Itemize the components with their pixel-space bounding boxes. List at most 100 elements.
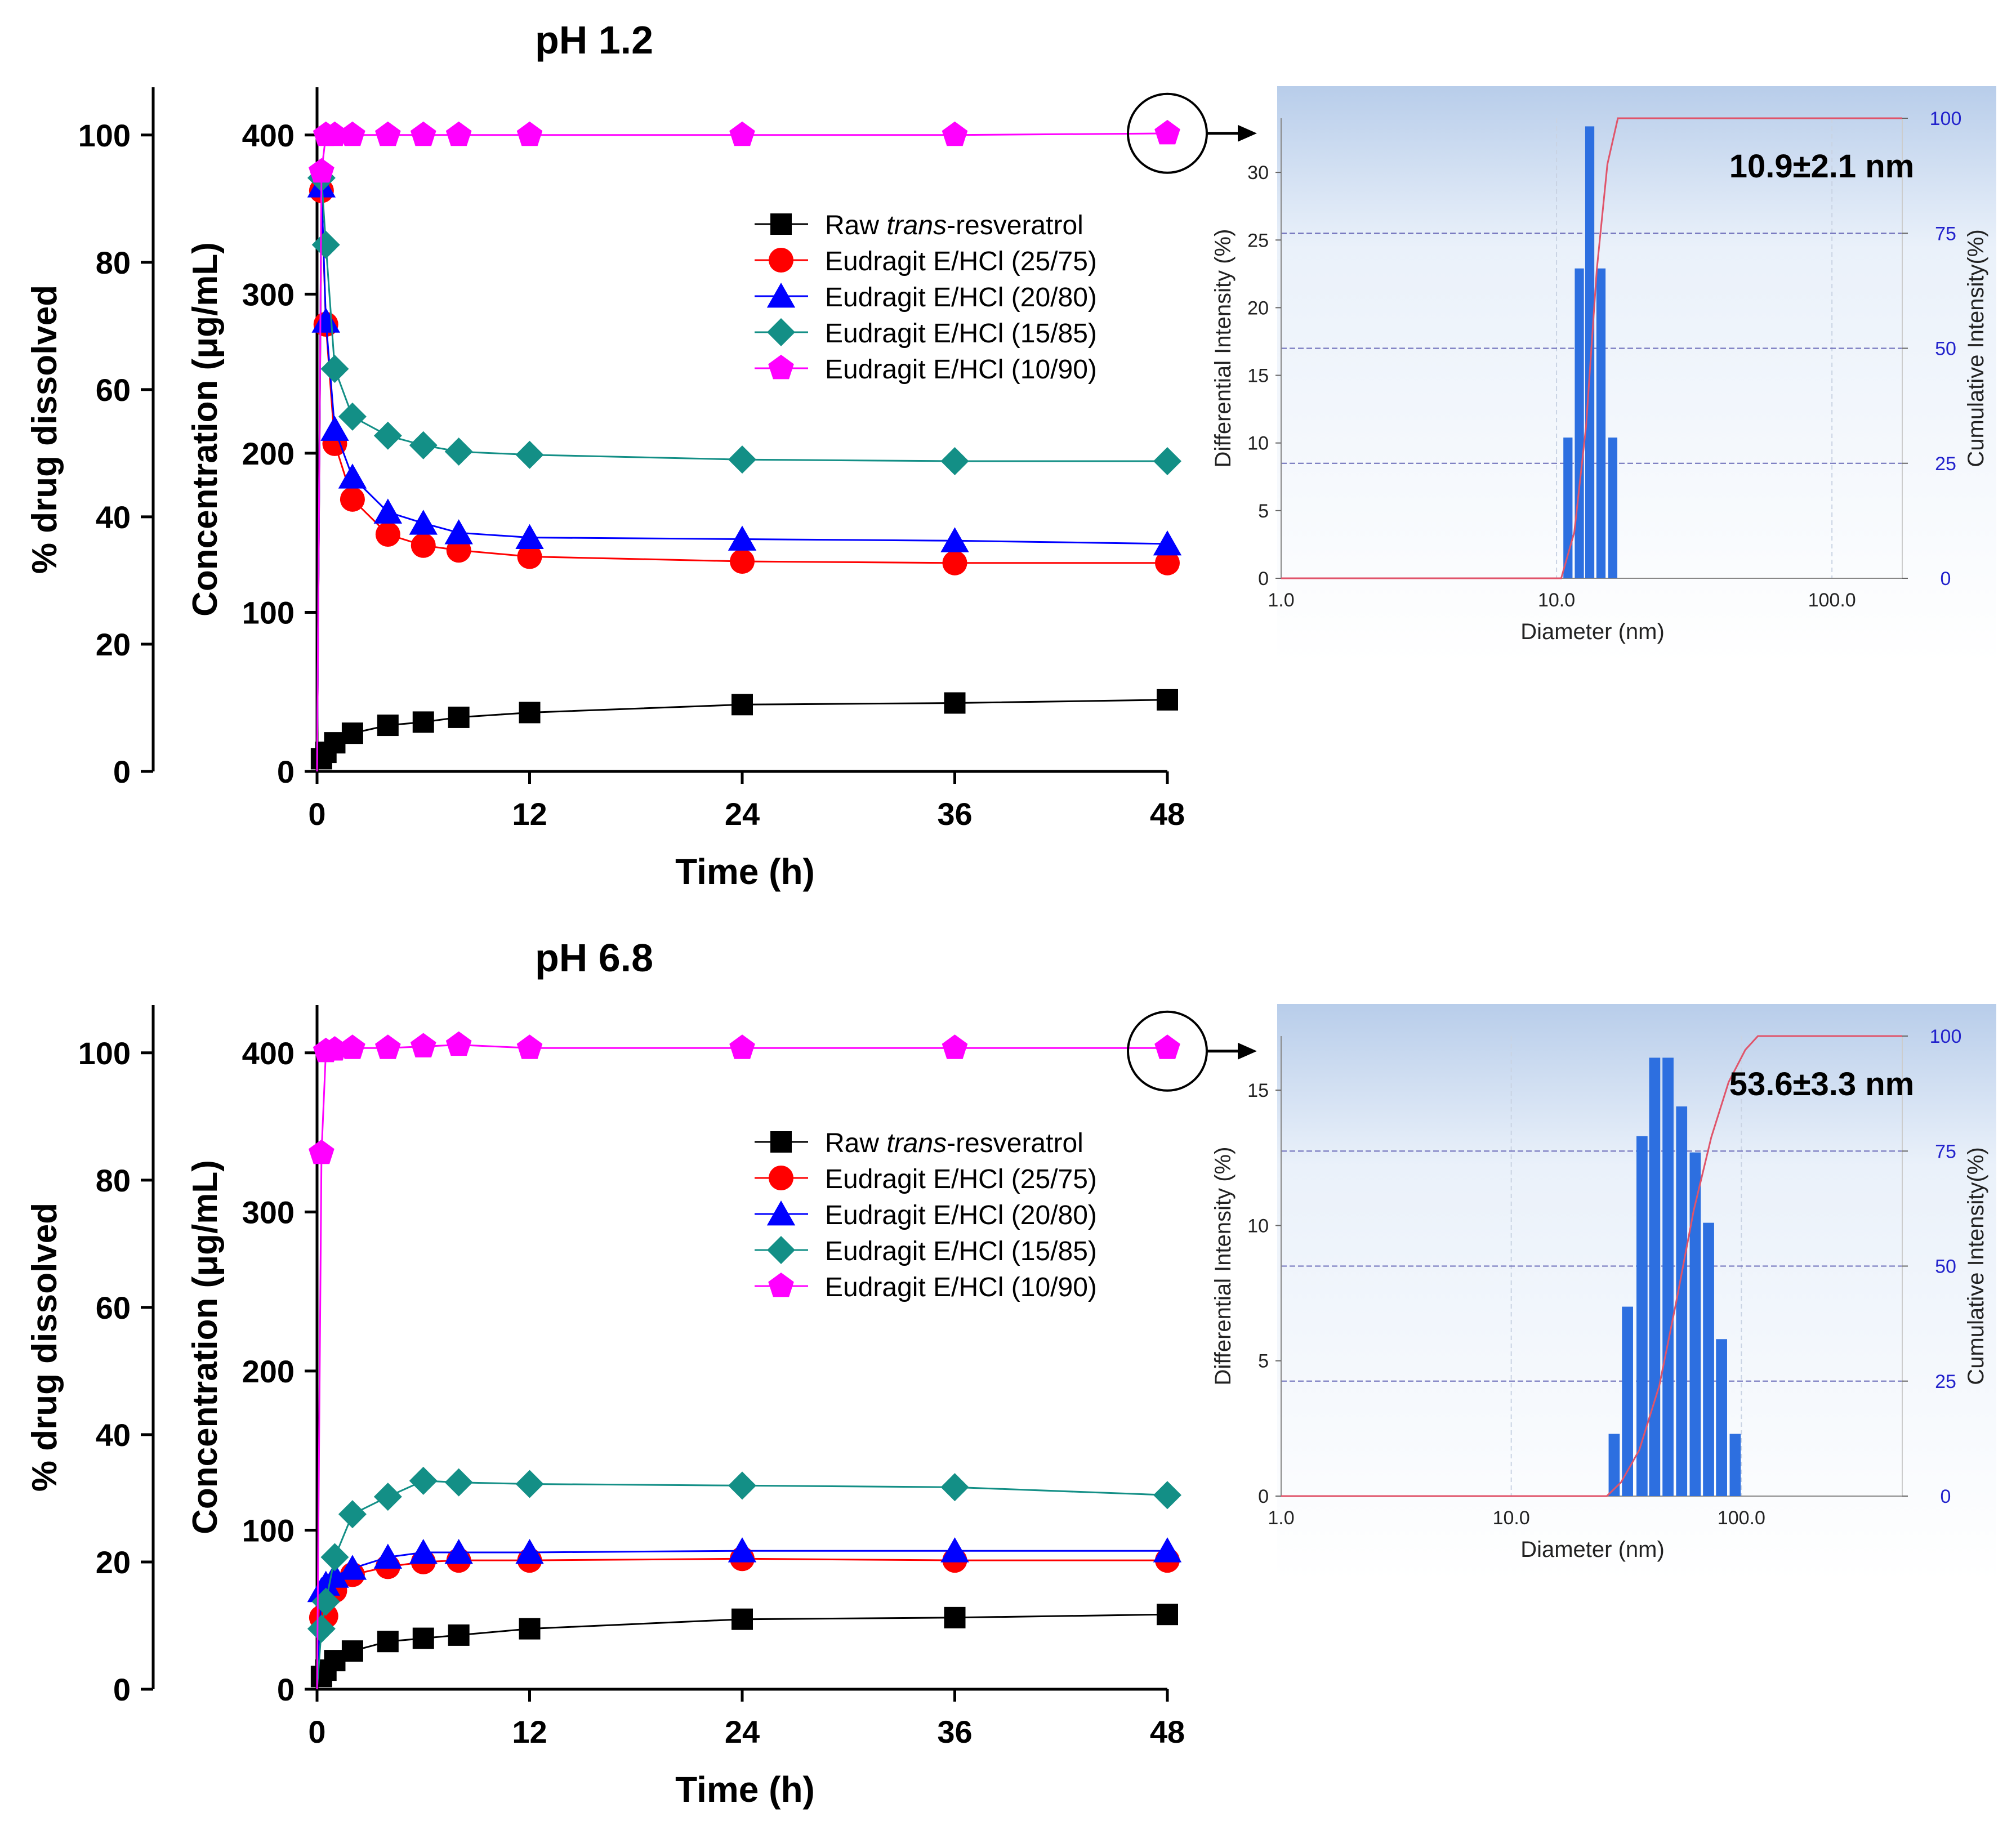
data-point-series-2 (444, 1539, 473, 1564)
legend-label: Eudragit E/HCl (20/80) (825, 1200, 1097, 1230)
y-axis-tick-label: 400 (242, 1035, 295, 1071)
y-axis-tick-label: 300 (242, 1194, 295, 1230)
legend-marker-1 (769, 248, 793, 273)
left-axis-tick-label: 40 (96, 1417, 131, 1453)
psd-right-tick-label: 100 (1930, 1026, 1962, 1047)
legend-marker-3 (767, 318, 795, 346)
data-point-series-4 (410, 121, 436, 146)
legend-raw-prefix: Raw (825, 1128, 886, 1158)
data-point-series-3 (940, 1473, 969, 1502)
psd-bar (1608, 438, 1618, 578)
left-axis-tick-label: 20 (96, 627, 131, 662)
x-axis-tick-label: 48 (1150, 796, 1185, 832)
data-point-series-4 (1154, 1034, 1180, 1059)
legend-marker-2 (766, 1200, 796, 1226)
x-axis-tick-label: 36 (937, 796, 972, 832)
legend-label-raw: Raw trans-resveratrol (825, 1128, 1083, 1158)
data-point-series-4 (516, 121, 543, 146)
data-point-series-4 (1154, 119, 1180, 145)
data-point-series-2 (338, 463, 367, 489)
psd-left-tick-label: 0 (1258, 1486, 1269, 1507)
data-point-series-1 (942, 550, 967, 575)
data-point-series-3 (515, 1470, 544, 1498)
legend-label: Eudragit E/HCl (25/75) (825, 1164, 1097, 1194)
legend-label: Eudragit E/HCl (10/90) (825, 1273, 1097, 1302)
data-point-series-3 (311, 230, 340, 259)
data-point-series-4 (309, 1139, 334, 1164)
data-point-series-3 (373, 1483, 402, 1511)
data-point-series-4 (375, 121, 401, 146)
psd-left-tick-label: 5 (1258, 1351, 1269, 1372)
psd-bar (1703, 1222, 1714, 1496)
data-point-series-0 (341, 1640, 363, 1662)
y-axis-label: Concentration (μg/mL) (186, 242, 225, 617)
data-point-series-4 (729, 121, 755, 146)
left-axis-tick-label: 20 (96, 1545, 131, 1580)
y-axis-label: Concentration (μg/mL) (186, 1160, 225, 1534)
y-axis-tick-label: 200 (242, 436, 295, 471)
psd-bar (1636, 1136, 1648, 1496)
psd-cumulative-line (1281, 1035, 1902, 1497)
series-line-2 (316, 186, 1168, 772)
data-point-series-3 (515, 440, 544, 469)
left-axis-tick-label: 0 (113, 754, 131, 789)
x-axis-tick-label: 24 (725, 796, 760, 832)
data-point-series-3 (409, 1466, 438, 1495)
psd-bar (1649, 1057, 1661, 1496)
data-point-series-0 (448, 1624, 470, 1646)
data-point-series-1 (375, 521, 400, 547)
psd-panel-background (1277, 86, 1996, 663)
data-point-series-2 (1153, 1537, 1182, 1563)
x-axis-tick-label: 12 (512, 1714, 547, 1749)
legend-label: Eudragit E/HCl (25/75) (825, 247, 1097, 276)
psd-x-tick-label: 10.0 (1538, 590, 1575, 611)
callout-arrow-head (1238, 1042, 1257, 1060)
legend-marker-4 (768, 1273, 794, 1297)
data-point-series-2 (409, 510, 438, 535)
data-point-series-3 (311, 1587, 340, 1616)
x-axis-tick-label: 48 (1150, 1714, 1185, 1749)
data-point-series-1 (517, 544, 542, 569)
series-line-4 (316, 1044, 1167, 1690)
data-point-series-0 (732, 1608, 753, 1630)
y-axis-tick-label: 200 (242, 1354, 295, 1389)
particle-size-chart-ph68: 0 5 10 15 0 25 50 75 100 1.0 10.0 100.0 Diameter (nm… (1211, 1004, 1996, 1581)
data-point-series-4 (340, 1034, 365, 1059)
data-point-series-2 (444, 519, 473, 544)
data-point-series-4 (322, 1036, 348, 1061)
left-axis-tick-label: 60 (96, 1290, 131, 1325)
legend-label: Eudragit E/HCl (10/90) (825, 355, 1097, 385)
psd-x-tick-label: 100.0 (1808, 590, 1856, 611)
y-axis-tick-label: 100 (242, 1512, 295, 1548)
psd-left-tick-label: 20 (1247, 297, 1269, 319)
data-point-series-2 (1153, 530, 1182, 556)
chart-title: pH 1.2 (535, 18, 653, 62)
data-point-series-0 (944, 692, 966, 714)
psd-left-tick-label: 30 (1247, 162, 1269, 184)
left-axis-tick-label: 0 (113, 1672, 131, 1707)
dissolution-chart-ph68: pH 6.8 0 20 40 60 80 100 % drug dissolved 0 100 20… (25, 936, 1257, 1810)
data-point-series-2 (940, 1537, 969, 1563)
data-point-series-3 (409, 431, 438, 459)
legend-raw-italic: trans (886, 211, 947, 240)
psd-right-tick-label: 0 (1941, 1486, 1951, 1507)
psd-size-label: 10.9±2.1 nm (1729, 148, 1914, 185)
legend-label-raw: Raw trans-resveratrol (825, 211, 1083, 240)
data-point-series-2 (728, 1537, 757, 1563)
psd-size-label: 53.6±3.3 nm (1729, 1066, 1914, 1103)
data-point-series-0 (519, 702, 541, 724)
psd-left-axis-label: Differential Intensity (%) (1211, 1147, 1236, 1386)
data-point-series-4 (375, 1034, 401, 1059)
psd-cumulative-line (1281, 117, 1902, 579)
data-point-series-3 (728, 1471, 756, 1500)
x-axis-tick-label: 12 (512, 796, 547, 832)
data-point-series-3 (940, 447, 969, 476)
psd-left-axis-label: Differential Intensity (%) (1211, 229, 1236, 468)
data-point-series-0 (944, 1606, 966, 1628)
data-point-series-0 (732, 694, 753, 716)
data-point-series-4 (322, 121, 348, 146)
data-point-series-3 (444, 438, 473, 466)
left-axis-tick-label: 80 (96, 1163, 131, 1198)
data-point-series-4 (516, 1034, 543, 1059)
